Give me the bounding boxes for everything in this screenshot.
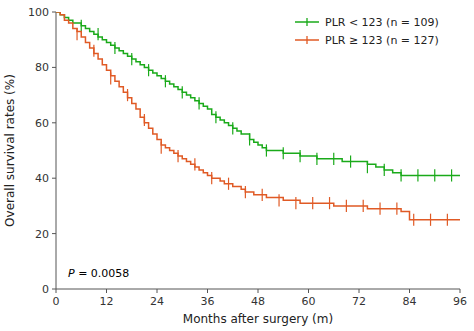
censor-mark (194, 158, 195, 170)
censor-mark (144, 114, 145, 126)
censor-mark (97, 28, 98, 40)
censor-mark (316, 153, 317, 165)
censor-mark (110, 72, 111, 84)
censor-mark (329, 197, 330, 209)
censor-mark (295, 197, 296, 209)
censor-mark (228, 178, 229, 190)
y-tick-label: 100 (28, 6, 49, 19)
survival-curve (56, 12, 460, 175)
x-tick-label: 84 (403, 295, 417, 308)
censor-mark (245, 186, 246, 198)
x-tick-label: 12 (100, 295, 114, 308)
censor-mark (447, 214, 448, 226)
y-tick (52, 233, 56, 234)
legend-swatch-tick (306, 18, 307, 26)
censor-mark (417, 169, 418, 181)
x-tick (308, 289, 309, 293)
x-tick-label: 60 (302, 295, 316, 308)
censor-mark (363, 200, 364, 212)
censor-mark (312, 197, 313, 209)
plot-area (56, 12, 460, 226)
censor-mark (400, 169, 401, 181)
legend-label: PLR < 123 (n = 109) (325, 16, 439, 29)
censor-mark (451, 169, 452, 181)
y-tick-label: 40 (35, 172, 49, 185)
y-axis-title: Overall survival rates (%) (3, 74, 17, 227)
censor-mark (346, 200, 347, 212)
censor-mark (148, 64, 149, 76)
censor-mark (215, 111, 216, 123)
p-value: P = 0.0058 (68, 267, 129, 280)
x-tick-label: 48 (251, 295, 265, 308)
censor-mark (81, 20, 82, 32)
x-tick-label: 0 (53, 295, 60, 308)
censor-mark (76, 28, 77, 40)
y-tick-label: 60 (35, 117, 49, 130)
x-tick (106, 289, 107, 293)
censor-mark (367, 161, 368, 173)
censor-mark (283, 147, 284, 159)
x-tick (460, 289, 461, 293)
legend-swatch-tick (306, 36, 307, 44)
censor-mark (396, 203, 397, 215)
x-tick (56, 289, 57, 293)
censor-mark (131, 53, 132, 65)
censor-mark (198, 97, 199, 109)
censor-mark (434, 169, 435, 181)
censor-mark (413, 214, 414, 226)
y-tick (52, 122, 56, 123)
x-tick (157, 289, 158, 293)
y-tick (52, 289, 56, 290)
censor-mark (161, 142, 162, 154)
chart: 0 12 24 36 48 60 72 84 96 0 20 40 60 80 100 Months afte… (0, 0, 474, 331)
censor-mark (249, 133, 250, 145)
p-value-rest: = 0.0058 (75, 267, 130, 280)
censor-mark (114, 42, 115, 54)
y-tick (52, 67, 56, 68)
y-axis-line (56, 12, 57, 289)
y-tick (52, 12, 56, 13)
legend-label: PLR ≥ 123 (n = 127) (325, 34, 439, 47)
x-tick-label: 72 (352, 295, 366, 308)
survival-curve (56, 12, 460, 220)
censor-mark (384, 164, 385, 176)
x-tick-label: 96 (453, 295, 467, 308)
y-tick (52, 178, 56, 179)
censor-mark (278, 194, 279, 206)
x-tick (207, 289, 208, 293)
censor-mark (430, 214, 431, 226)
censor-mark (262, 189, 263, 201)
censor-mark (299, 150, 300, 162)
x-tick (359, 289, 360, 293)
y-tick-label: 80 (35, 61, 49, 74)
censor-mark (93, 45, 94, 57)
y-tick-label: 0 (42, 283, 49, 296)
legend: PLR < 123 (n = 109) PLR ≥ 123 (n = 127) (295, 16, 439, 47)
y-tick-label: 20 (35, 228, 49, 241)
x-tick (409, 289, 410, 293)
censor-mark (232, 122, 233, 134)
censor-mark (165, 75, 166, 87)
censor-mark (379, 203, 380, 215)
x-tick-label: 36 (201, 295, 215, 308)
x-tick (258, 289, 259, 293)
censor-mark (127, 89, 128, 101)
censor-mark (182, 86, 183, 98)
x-tick-label: 24 (150, 295, 164, 308)
censor-mark (266, 144, 267, 156)
censor-mark (211, 172, 212, 184)
censor-mark (333, 153, 334, 165)
censor-mark (350, 155, 351, 167)
censor-mark (177, 150, 178, 162)
x-axis-title: Months after surgery (m) (183, 312, 333, 326)
